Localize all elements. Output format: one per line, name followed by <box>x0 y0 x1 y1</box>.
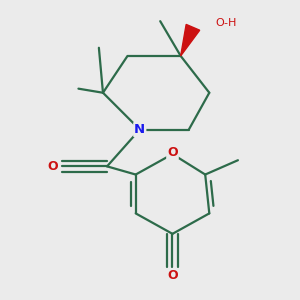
Text: O: O <box>167 146 178 158</box>
Text: O: O <box>167 269 178 282</box>
Text: N: N <box>134 123 145 136</box>
Text: O-H: O-H <box>215 18 237 28</box>
Polygon shape <box>181 24 200 56</box>
Text: O: O <box>48 160 58 173</box>
